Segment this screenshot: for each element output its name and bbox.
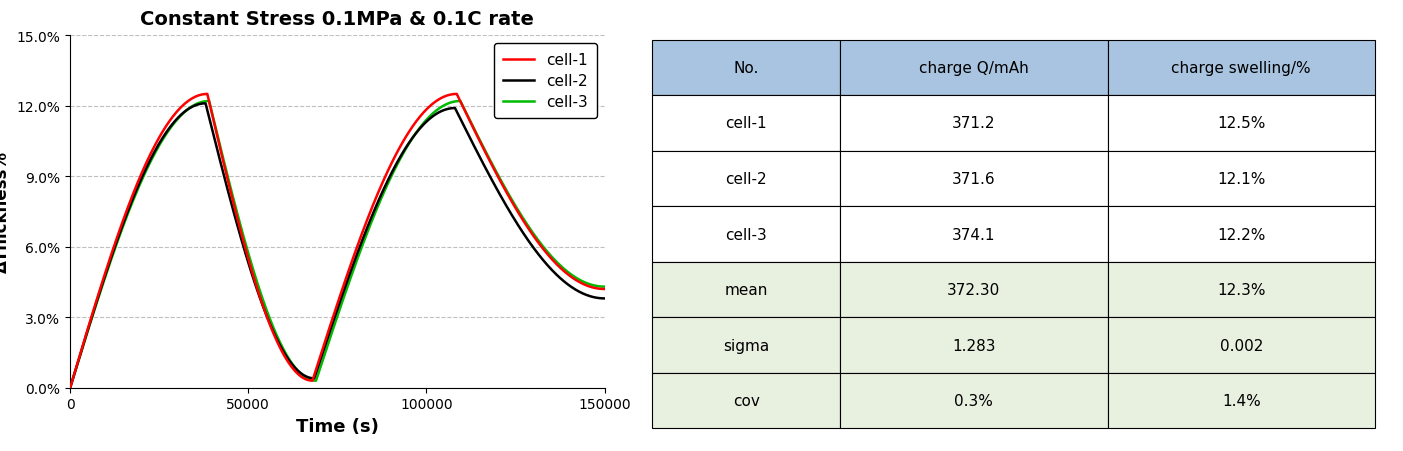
Bar [652,41,840,96]
Bar [840,373,1107,428]
cell-2 [448,109,464,115]
Bar [1107,318,1375,373]
Legend: cell-1, cell-2, cell-3: cell-1, cell-2, cell-3 [494,44,598,119]
Y-axis label: ΔThickness%: ΔThickness% [0,151,11,273]
Text: sigma: sigma [723,338,769,353]
cell-1 [309,362,325,368]
cell-1 [62,385,79,391]
Bar [840,262,1107,318]
Bar [652,262,840,318]
Text: 1.283: 1.283 [953,338,996,353]
Text: No.: No. [734,61,759,76]
Text: cell-1: cell-1 [725,116,767,131]
cell-3 [453,102,470,107]
cell-1 [596,287,613,292]
cell-3 [596,284,613,290]
Bar [652,96,840,152]
Text: cell-2: cell-2 [725,172,767,187]
cell-2 [596,296,613,301]
cell-2 [150,143,167,148]
cell-2 [457,127,474,133]
cell-3 [153,140,170,146]
Text: cell-3: cell-3 [725,227,767,242]
Text: 0.3%: 0.3% [954,393,993,408]
Text: cov: cov [732,393,760,408]
Text: 12.2%: 12.2% [1216,227,1266,242]
cell-3 [462,120,478,125]
Bar [840,318,1107,373]
Text: 1.4%: 1.4% [1222,393,1261,408]
Text: 374.1: 374.1 [953,227,996,242]
Text: charge Q/mAh: charge Q/mAh [919,61,1028,76]
Bar [652,152,840,207]
cell-2 [373,192,390,198]
Bar [1107,41,1375,96]
Bar [1107,373,1375,428]
Bar [1107,207,1375,262]
Bar [1107,96,1375,152]
Text: 12.3%: 12.3% [1216,282,1266,297]
cell-2 [310,361,327,366]
Bar [840,96,1107,152]
Text: mean: mean [724,282,767,297]
Text: 372.30: 372.30 [947,282,1000,297]
Text: 12.5%: 12.5% [1216,116,1266,131]
Line: cell-3: cell-3 [70,102,605,388]
Bar [840,207,1107,262]
Text: charge swelling/%: charge swelling/% [1172,61,1310,76]
cell-2 [198,101,215,107]
cell-3 [313,363,330,368]
cell-3 [201,99,217,105]
cell-1 [152,134,168,140]
cell-1 [373,183,390,189]
cell-1 [459,114,476,119]
Bar [652,373,840,428]
Line: cell-1: cell-1 [70,95,605,388]
Text: 12.1%: 12.1% [1216,172,1266,187]
cell-1 [450,95,467,101]
Bar [1107,152,1375,207]
Text: 0.002: 0.002 [1219,338,1263,353]
Bar [652,318,840,373]
Bar [840,41,1107,96]
cell-1 [199,92,216,97]
cell-3 [376,188,393,193]
cell-2 [119,211,136,216]
Text: 371.6: 371.6 [953,172,996,187]
cell-3 [121,209,137,215]
Text: 371.2: 371.2 [953,116,996,131]
cell-2 [62,385,79,391]
cell-3 [62,385,79,391]
Line: cell-2: cell-2 [70,104,605,388]
Bar [1107,262,1375,318]
Bar [652,207,840,262]
Title: Constant Stress 0.1MPa & 0.1C rate: Constant Stress 0.1MPa & 0.1C rate [140,10,535,29]
X-axis label: Time (s): Time (s) [296,417,379,435]
Bar [840,152,1107,207]
cell-1 [119,205,136,210]
